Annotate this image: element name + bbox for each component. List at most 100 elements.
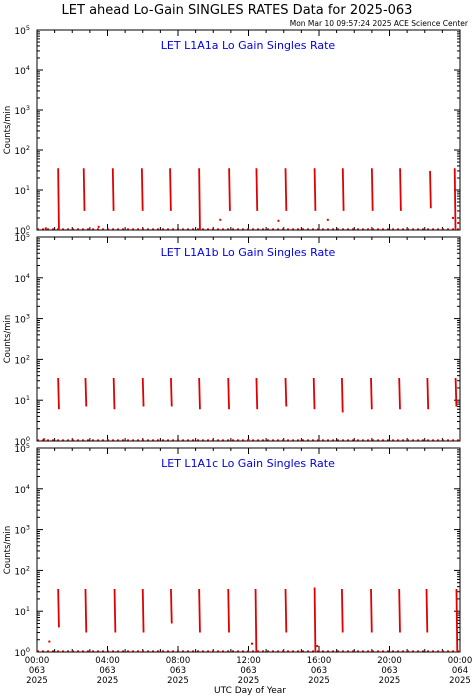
x-tick-label: 2025	[97, 676, 119, 686]
data-spike	[254, 588, 258, 653]
data-spike	[312, 377, 316, 410]
y-tick-label: 100	[14, 224, 30, 237]
x-tick-label: 063	[170, 666, 186, 676]
y-tick-label: 104	[14, 483, 30, 496]
data-spike	[198, 588, 201, 633]
y-axis-label: Counts/min	[3, 106, 13, 155]
data-spike	[227, 377, 230, 410]
y-tick-exponent: 4	[26, 483, 30, 491]
data-spike	[370, 588, 373, 633]
y-tick-label: 104	[14, 272, 30, 285]
y-tick-exponent: 0	[26, 435, 30, 443]
y-tick-label: 105	[14, 442, 30, 455]
data-spike	[228, 168, 231, 211]
x-tick-label: 063	[381, 666, 397, 676]
y-tick-exponent: 4	[26, 272, 30, 280]
data-spike	[398, 588, 401, 633]
data-spike	[425, 588, 429, 633]
data-spike	[453, 168, 457, 231]
data-spike	[399, 168, 402, 211]
x-tick-label: 064	[452, 666, 468, 676]
x-tick-label: 20:00	[377, 656, 402, 666]
x-tick-label: 00:00	[448, 656, 473, 666]
data-point	[316, 645, 319, 648]
data-point	[277, 219, 280, 222]
data-spike	[84, 377, 88, 407]
y-tick-label: 102	[14, 353, 30, 366]
data-spike	[113, 588, 117, 633]
y-tick-label: 102	[14, 144, 30, 157]
data-spike	[455, 588, 459, 653]
data-spike	[170, 588, 173, 624]
data-spike	[398, 377, 401, 410]
y-tick-exponent: 1	[26, 394, 30, 402]
data-point	[251, 642, 254, 645]
data-spike	[140, 168, 144, 211]
y-tick-exponent: 5	[26, 442, 30, 450]
y-tick-exponent: 2	[26, 564, 30, 572]
plot-frame	[36, 236, 461, 442]
y-tick-exponent: 3	[26, 104, 30, 112]
y-tick-exponent: 0	[26, 224, 30, 232]
x-tick-label: 063	[311, 666, 327, 676]
data-point	[457, 221, 460, 224]
data-spike	[57, 588, 60, 628]
x-tick-label: 063	[29, 666, 45, 676]
x-tick-label: 12:00	[236, 656, 261, 666]
y-tick-label: 105	[14, 24, 30, 37]
y-tick-exponent: 5	[26, 24, 30, 32]
data-spike	[370, 377, 373, 410]
chart-title: LET ahead Lo-Gain SINGLES RATES Data for…	[62, 3, 413, 18]
y-tick-exponent: 3	[26, 524, 30, 532]
y-tick-label: 101	[14, 605, 30, 618]
x-tick-label: 2025	[26, 676, 48, 686]
x-tick-label: 2025	[167, 676, 189, 686]
data-spike	[57, 168, 60, 231]
data-spike	[341, 168, 345, 211]
data-spike	[341, 377, 344, 413]
x-tick-label: 2025	[379, 676, 401, 686]
y-tick-exponent: 2	[26, 144, 30, 152]
y-tick-label: 104	[14, 64, 30, 77]
y-axis-label: Counts/min	[3, 526, 13, 575]
y-tick-label: 103	[14, 524, 30, 537]
data-spike	[429, 170, 432, 209]
plot-frame	[36, 447, 461, 653]
x-tick-label: 063	[99, 666, 115, 676]
x-tick-label: 00:00	[25, 656, 50, 666]
data-point	[326, 218, 329, 221]
y-tick-exponent: 2	[26, 353, 30, 361]
data-spike	[198, 168, 201, 231]
x-tick-label: 063	[240, 666, 256, 676]
data-point	[44, 227, 47, 230]
timestamp: Mon Mar 10 09:57:24 2025 ACE Science Cen…	[290, 19, 469, 28]
y-tick-label: 101	[14, 184, 30, 197]
y-tick-label: 103	[14, 313, 30, 326]
x-tick-label: 2025	[238, 676, 260, 686]
data-spike	[313, 168, 317, 211]
y-tick-exponent: 0	[26, 646, 30, 654]
data-spike	[341, 588, 344, 633]
y-tick-exponent: 5	[26, 231, 30, 239]
data-spike	[57, 377, 60, 410]
data-spike	[426, 377, 430, 410]
data-point	[48, 640, 51, 643]
y-tick-label: 100	[14, 435, 30, 448]
panel-title: LET L1A1b Lo Gain Singles Rate	[161, 246, 336, 259]
data-point	[43, 438, 46, 441]
data-spike	[198, 377, 201, 410]
data-spike	[454, 377, 458, 407]
data-spike	[170, 377, 173, 407]
y-tick-exponent: 3	[26, 313, 30, 321]
y-tick-label: 103	[14, 104, 30, 117]
y-tick-exponent: 1	[26, 184, 30, 192]
panel-title: LET L1A1a Lo Gain Singles Rate	[161, 39, 336, 52]
y-tick-label: 100	[14, 646, 30, 659]
x-tick-labels: 00:00063202504:00063202508:00063202512:0…	[25, 656, 473, 686]
data-spike	[255, 377, 259, 410]
data-point	[97, 225, 100, 228]
y-tick-label: 101	[14, 394, 30, 407]
